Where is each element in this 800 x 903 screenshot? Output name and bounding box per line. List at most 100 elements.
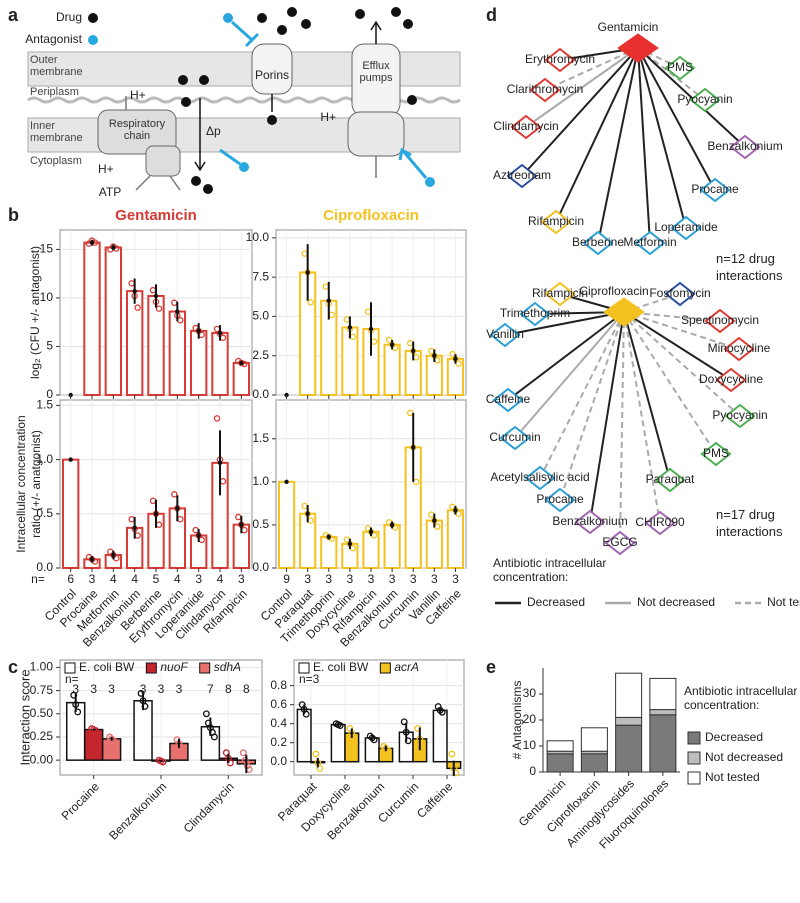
drug-icon	[391, 7, 401, 17]
legend-label: sdhA	[214, 660, 241, 674]
network-node	[699, 177, 731, 203]
legend-swatch	[298, 662, 310, 674]
legend-label: Not tested	[767, 595, 800, 609]
legend-title: Antibiotic intracellular concentration:	[493, 556, 607, 584]
bar	[211, 331, 229, 396]
network-edge	[504, 311, 625, 336]
antagonist-icon	[425, 177, 435, 187]
network-node	[489, 322, 521, 348]
arrow	[169, 175, 181, 191]
network-node	[574, 509, 606, 535]
network-edge	[637, 47, 706, 101]
y-tick-label: 0.6	[270, 697, 287, 711]
bar	[296, 708, 312, 763]
mean-point	[453, 356, 458, 362]
network-node	[604, 530, 636, 556]
bar	[320, 535, 338, 570]
y-tick-label: 10	[523, 738, 537, 752]
atp-label: ATP	[99, 185, 121, 199]
n-label: 7	[207, 682, 214, 696]
network-node	[499, 425, 531, 451]
efflux-pump	[347, 111, 405, 157]
porin-label: Porins	[255, 68, 289, 82]
label-box: Respiratory chain	[109, 118, 165, 142]
drug-icon	[257, 13, 267, 23]
drug-icon	[355, 9, 365, 19]
legend-label: E. coli BW	[79, 660, 135, 674]
legend-label: nuoF	[160, 660, 188, 674]
n-label: 3	[108, 682, 115, 696]
node-label: CHIR090	[635, 515, 685, 529]
mean-point	[196, 533, 201, 538]
y-tick-label: 0.50	[30, 706, 54, 720]
bar-segment	[615, 672, 643, 718]
y-tick-label: 0.2	[270, 735, 287, 749]
mean-point	[305, 511, 310, 516]
network-node	[644, 510, 676, 536]
y-tick-label: 0	[529, 764, 536, 778]
mean-point	[305, 270, 310, 275]
n-label: 3	[452, 572, 459, 586]
replicate-point	[171, 491, 178, 498]
mean-point	[284, 479, 289, 485]
n-label: 4	[217, 572, 224, 586]
center-label: Gentamicin	[598, 20, 659, 34]
network-edge	[637, 47, 651, 244]
node-label: Vanillin	[486, 327, 524, 341]
legend-label: E. coli BW	[313, 660, 369, 674]
panel-label: c	[8, 657, 18, 677]
bar-segment	[580, 753, 608, 773]
legend-label: Not decreased	[637, 595, 715, 609]
mean-point	[217, 330, 223, 336]
y-tick-label: 7.5	[252, 269, 269, 283]
panel-label: b	[8, 205, 19, 225]
n-label: 3	[195, 572, 202, 586]
n-label: 3	[72, 682, 79, 696]
y-tick-label: 15	[40, 242, 54, 256]
antagonist-icon	[239, 162, 249, 172]
y-tick-label: 1.5	[252, 431, 269, 445]
network-node	[510, 114, 542, 140]
mean-point	[411, 348, 416, 354]
x-tick-label: Benzalkonium	[106, 779, 169, 842]
legend-label: Drug	[56, 10, 82, 24]
node-label: Benzalkonium	[552, 514, 627, 528]
y-tick-label: 5	[46, 339, 53, 353]
chart-title: Ciprofloxacin	[323, 207, 419, 224]
y-axis-title: Interaction score	[17, 669, 32, 765]
n-label: 3	[176, 682, 183, 696]
replicate-point	[134, 304, 141, 311]
bar	[104, 246, 123, 396]
y-tick-label: 0.0	[36, 560, 53, 574]
node-label: Pyocyanin	[677, 92, 732, 106]
replicate-point	[312, 750, 320, 758]
network-edge	[637, 47, 681, 69]
drug-icon	[301, 19, 311, 29]
network-node	[544, 47, 576, 73]
mean-point	[411, 445, 416, 450]
node-label: Rifampicin	[532, 286, 588, 300]
n-label: 4	[131, 572, 138, 586]
bar-segment	[649, 714, 677, 773]
legend-swatch	[687, 751, 701, 765]
bar	[446, 509, 465, 569]
network-node	[664, 55, 696, 81]
drug-icon	[203, 184, 213, 194]
mean-point	[347, 541, 353, 547]
node-label: Acetylsalisylic acid	[490, 470, 589, 484]
n-title: n=3	[299, 672, 320, 686]
legend-swatch	[64, 662, 76, 674]
n-label: 4	[110, 572, 117, 586]
y-tick-label: 0	[46, 387, 53, 401]
y-tick-label: 0.0	[252, 560, 269, 574]
legend-label: Not tested	[705, 770, 760, 784]
drug-icon	[88, 13, 98, 23]
bar-segment	[546, 753, 574, 773]
network-node	[664, 281, 696, 307]
n-label: 3	[347, 572, 354, 586]
n-title: n=	[31, 572, 45, 586]
legend-label: acrA	[394, 660, 419, 674]
x-tick-label: Clindamycin	[181, 779, 237, 835]
membrane-label: Cytoplasm	[30, 155, 82, 167]
replicate-point	[316, 764, 324, 772]
